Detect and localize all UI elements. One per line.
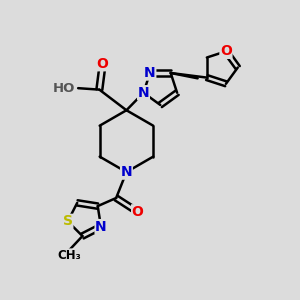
- Text: HO: HO: [53, 82, 75, 95]
- Text: O: O: [132, 205, 144, 219]
- Text: O: O: [220, 44, 232, 58]
- Text: N: N: [95, 220, 107, 234]
- Text: N: N: [144, 66, 156, 80]
- Text: N: N: [138, 86, 149, 100]
- Text: O: O: [96, 57, 108, 71]
- Text: N: N: [121, 165, 132, 179]
- Text: CH₃: CH₃: [57, 249, 81, 262]
- Text: S: S: [63, 214, 73, 228]
